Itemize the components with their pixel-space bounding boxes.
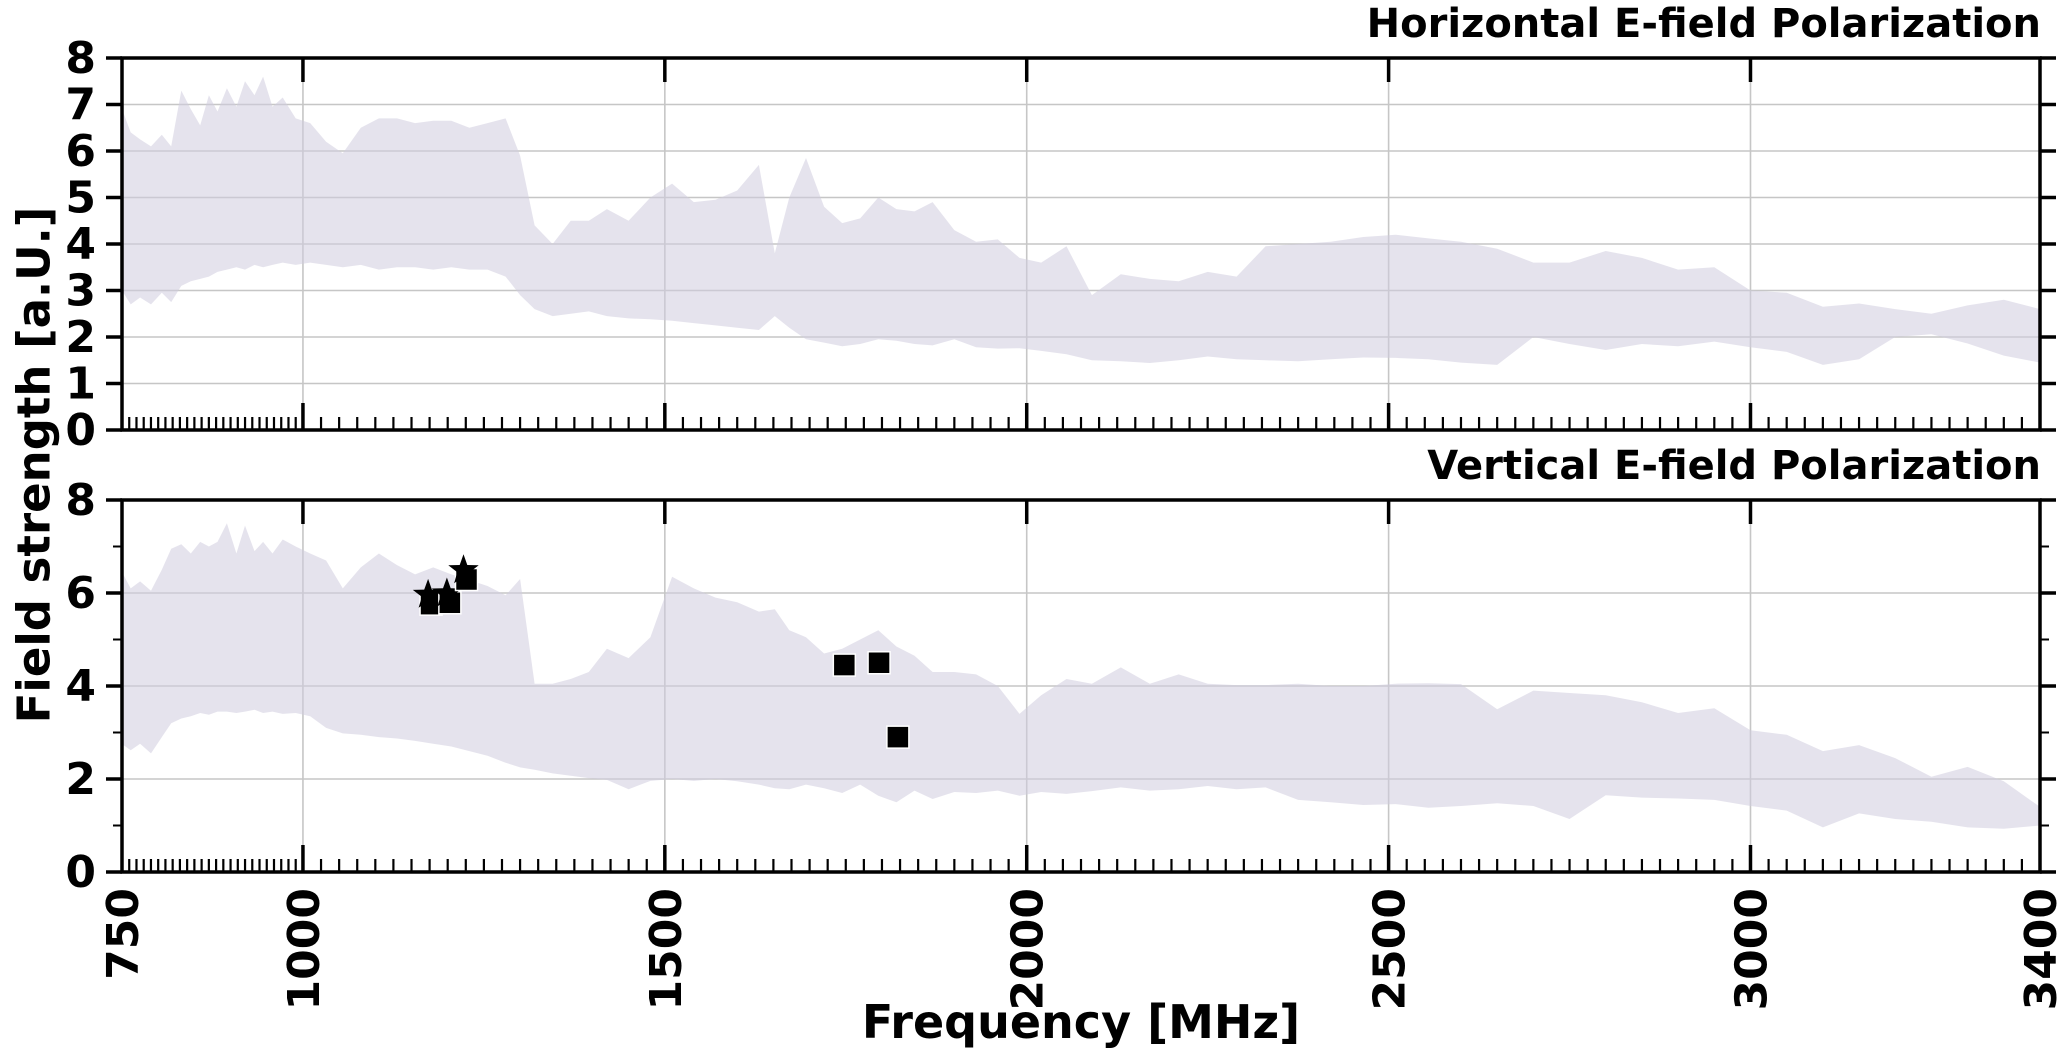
svg-text:2500: 2500 <box>1365 888 1416 1010</box>
square-marker <box>886 725 910 749</box>
svg-text:2: 2 <box>65 754 96 805</box>
svg-text:750: 750 <box>98 888 149 980</box>
square-marker <box>832 653 857 677</box>
y-tick-labels: 0 2 4 6 8 <box>65 475 96 898</box>
svg-text:1: 1 <box>65 359 96 410</box>
svg-text:4: 4 <box>65 661 96 712</box>
svg-text:3400: 3400 <box>2016 888 2067 1010</box>
svg-text:1000: 1000 <box>279 888 330 1010</box>
svg-text:8: 8 <box>65 33 96 84</box>
svg-text:3: 3 <box>65 266 96 317</box>
svg-text:3000: 3000 <box>1726 888 1777 1010</box>
x-tick-labels: 750 1000 1500 2000 2500 3000 3400 <box>98 888 2067 1010</box>
svg-text:2000: 2000 <box>1003 888 1054 1010</box>
svg-text:0: 0 <box>65 847 96 898</box>
measurement-markers <box>412 554 910 749</box>
subplot-title-vertical: Vertical E-field Polarization <box>1427 443 2041 489</box>
subplot-title-horizontal: Horizontal E-field Polarization <box>1366 1 2041 47</box>
axes-frame <box>120 498 2042 874</box>
svg-text:1500: 1500 <box>641 888 692 1010</box>
envelope-band <box>122 523 2040 829</box>
x-axis-label: Frequency [MHz] <box>861 995 1301 1049</box>
ticks <box>106 498 2056 874</box>
subplot-1: 0 2 4 6 8 <box>65 475 2056 898</box>
svg-text:7: 7 <box>65 80 96 131</box>
svg-text:0: 0 <box>65 405 96 456</box>
svg-text:2: 2 <box>65 312 96 363</box>
svg-text:5: 5 <box>65 173 96 224</box>
envelope-band <box>122 76 2040 365</box>
y-axis-label: Field strength [a.U.] <box>7 206 61 724</box>
svg-text:6: 6 <box>65 568 96 619</box>
svg-text:4: 4 <box>65 219 96 270</box>
axes-frame <box>120 56 2042 432</box>
ticks <box>106 56 2056 432</box>
star-marker <box>448 554 479 584</box>
square-marker <box>867 651 891 675</box>
star-marker <box>412 578 444 608</box>
svg-text:6: 6 <box>65 126 96 177</box>
star-marker <box>431 577 463 607</box>
svg-text:8: 8 <box>65 475 96 526</box>
